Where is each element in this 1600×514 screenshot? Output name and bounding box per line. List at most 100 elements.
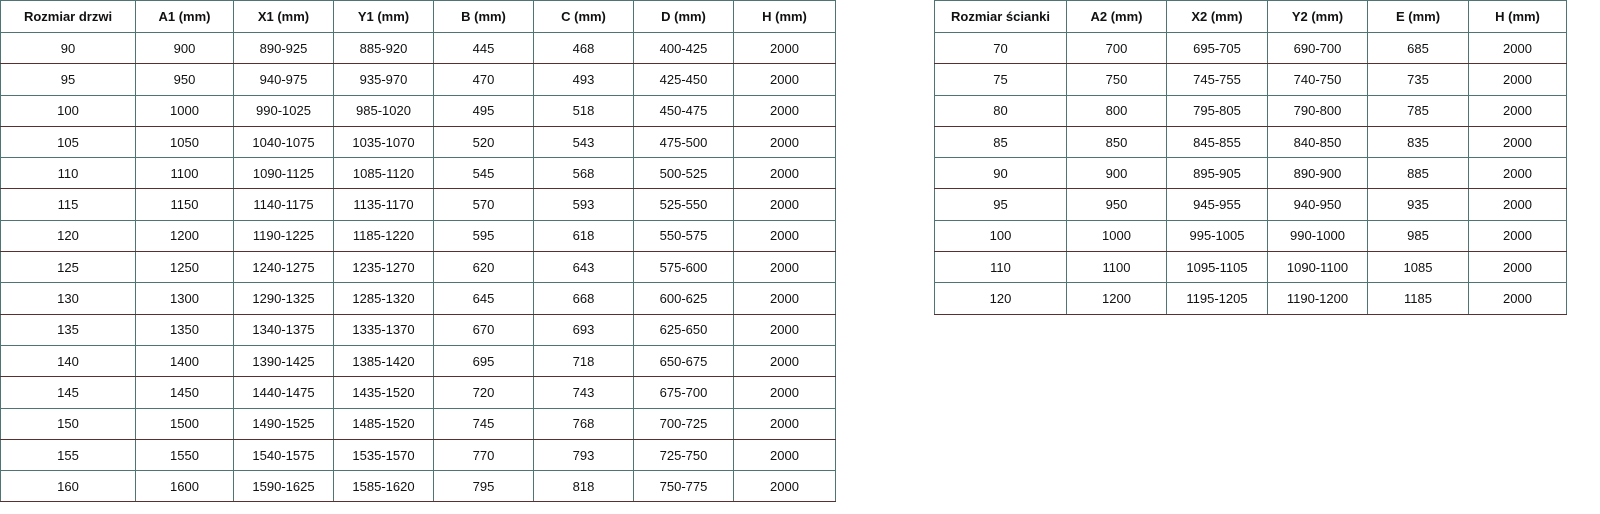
table-cell: 695	[433, 344, 534, 378]
table-cell: 2000	[733, 251, 836, 284]
table-cell: 570	[433, 188, 534, 221]
table-cell: 1000	[1066, 219, 1167, 253]
table-cell: 1535-1570	[333, 438, 434, 472]
table-cell: 620	[433, 251, 534, 284]
table-cell: 2000	[733, 94, 836, 127]
table-row: 135 1350 1340-1375 1335-1370 670 693 625-650 20…	[0, 313, 836, 346]
table-cell: 140	[0, 344, 136, 378]
table-cell: 1390-1425	[233, 344, 334, 378]
table-cell: 543	[533, 125, 634, 159]
table-cell: 75	[934, 63, 1067, 96]
table-cell: 125	[0, 251, 136, 284]
table-cell: 2000	[1468, 251, 1567, 284]
table-cell: 770	[433, 438, 534, 472]
table-cell: 935-970	[333, 63, 434, 96]
table-cell: 750-775	[633, 470, 734, 503]
table-cell: 500-525	[633, 157, 734, 190]
column-header: H (mm)	[1468, 0, 1567, 33]
table-cell: 700-725	[633, 407, 734, 440]
table-row: 155 1550 1540-1575 1535-1570 770 793 725-750 20…	[0, 438, 836, 472]
table-cell: 890-925	[233, 31, 334, 65]
table-cell: 668	[533, 282, 634, 315]
table-cell: 90	[934, 157, 1067, 190]
table-cell: 745-755	[1166, 63, 1268, 96]
table-cell: 800	[1066, 94, 1167, 127]
door-dimensions-table: Rozmiar drzwi A1 (mm) X1 (mm) Y1 (mm) B (mm)…	[0, 0, 836, 503]
table-cell: 130	[0, 282, 136, 315]
table-cell: 1540-1575	[233, 438, 334, 472]
table-cell: 595	[433, 219, 534, 253]
table-cell: 1400	[135, 344, 234, 378]
table-cell: 2000	[1468, 125, 1567, 159]
table-cell: 1500	[135, 407, 234, 440]
column-header: A2 (mm)	[1066, 0, 1167, 33]
table-row: 70 700 695-705 690-700 685 2000	[934, 31, 1567, 65]
table-row: 95 950 945-955 940-950 935 2000	[934, 188, 1567, 221]
table-row: 90 900 895-905 890-900 885 2000	[934, 157, 1567, 190]
table-cell: 1240-1275	[233, 251, 334, 284]
table-row: 130 1300 1290-1325 1285-1320 645 668 600-625 20…	[0, 282, 836, 315]
table-row: 95 950 940-975 935-970 470 493 425-450 2000	[0, 63, 836, 96]
table-cell: 1600	[135, 470, 234, 503]
table-cell: 725-750	[633, 438, 734, 472]
table-cell: 1100	[135, 157, 234, 190]
table-row: 115 1150 1140-1175 1135-1170 570 593 525-550 20…	[0, 188, 836, 221]
table-cell: 940-950	[1267, 188, 1368, 221]
table-cell: 2000	[1468, 157, 1567, 190]
table-cell: 1435-1520	[333, 376, 434, 409]
table-cell: 550-575	[633, 219, 734, 253]
wall-dimensions-table: Rozmiar ścianki A2 (mm) X2 (mm) Y2 (mm) E (m…	[934, 0, 1567, 315]
table-cell: 2000	[733, 470, 836, 503]
table-cell: 645	[433, 282, 534, 315]
table-cell: 768	[533, 407, 634, 440]
table-cell: 900	[1066, 157, 1167, 190]
table-cell: 155	[0, 438, 136, 472]
table-cell: 1200	[135, 219, 234, 253]
table-cell: 670	[433, 313, 534, 346]
table-cell: 1140-1175	[233, 188, 334, 221]
table-row: 100 1000 990-1025 985-1020 495 518 450-475 2000	[0, 94, 836, 127]
table-cell: 70	[934, 31, 1067, 65]
table-cell: 990-1025	[233, 94, 334, 127]
table-cell: 80	[934, 94, 1067, 127]
table-cell: 100	[0, 94, 136, 127]
table-row: 100 1000 995-1005 990-1000 985 2000	[934, 219, 1567, 253]
table-cell: 718	[533, 344, 634, 378]
table-cell: 470	[433, 63, 534, 96]
table-cell: 885-920	[333, 31, 434, 65]
table-cell: 475-500	[633, 125, 734, 159]
table-cell: 425-450	[633, 63, 734, 96]
table-cell: 745	[433, 407, 534, 440]
table-cell: 2000	[733, 313, 836, 346]
column-header: Rozmiar drzwi	[0, 0, 136, 33]
table-cell: 795-805	[1166, 94, 1268, 127]
table-cell: 675-700	[633, 376, 734, 409]
table-cell: 1340-1375	[233, 313, 334, 346]
table-cell: 643	[533, 251, 634, 284]
table-cell: 1385-1420	[333, 344, 434, 378]
table-cell: 1150	[135, 188, 234, 221]
table-cell: 145	[0, 376, 136, 409]
table-cell: 1450	[135, 376, 234, 409]
table-cell: 1195-1205	[1166, 282, 1268, 315]
header-row: Rozmiar drzwi A1 (mm) X1 (mm) Y1 (mm) B (mm)…	[0, 0, 836, 33]
table-cell: 2000	[1468, 188, 1567, 221]
column-header: Y1 (mm)	[333, 0, 434, 33]
table-cell: 1185	[1367, 282, 1469, 315]
table-cell: 135	[0, 313, 136, 346]
table-cell: 115	[0, 188, 136, 221]
column-header: A1 (mm)	[135, 0, 234, 33]
table-cell: 885	[1367, 157, 1469, 190]
table-cell: 1440-1475	[233, 376, 334, 409]
column-header: H (mm)	[733, 0, 836, 33]
table-cell: 1090-1100	[1267, 251, 1368, 284]
table-cell: 793	[533, 438, 634, 472]
table-cell: 1285-1320	[333, 282, 434, 315]
table-cell: 568	[533, 157, 634, 190]
table-cell: 735	[1367, 63, 1469, 96]
table-row: 105 1050 1040-1075 1035-1070 520 543 475-500 20…	[0, 125, 836, 159]
table-row: 160 1600 1590-1625 1585-1620 795 818 750-775 20…	[0, 470, 836, 503]
table-cell: 950	[1066, 188, 1167, 221]
table-cell: 693	[533, 313, 634, 346]
table-cell: 575-600	[633, 251, 734, 284]
